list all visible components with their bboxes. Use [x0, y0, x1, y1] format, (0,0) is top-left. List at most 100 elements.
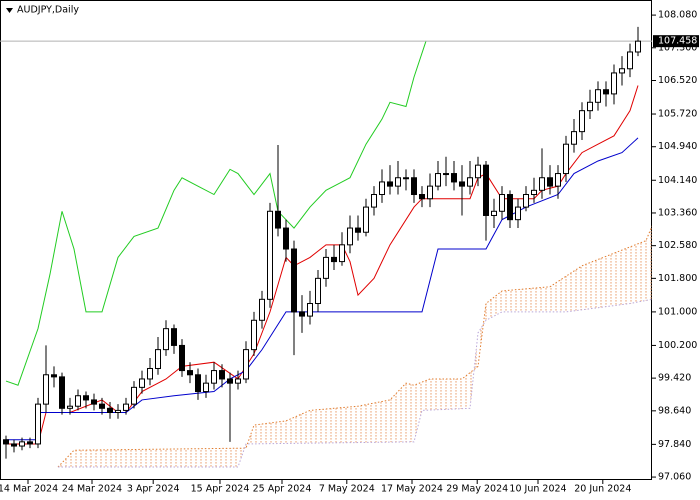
candle-body: [459, 181, 465, 187]
candle-body: [123, 403, 129, 411]
chart-title: AUDJPY,Daily: [17, 5, 79, 16]
candle-body: [75, 395, 81, 407]
candle-body: [339, 244, 345, 263]
y-tick-label: 99.420: [658, 373, 691, 384]
candle-body: [283, 227, 289, 250]
candle-body: [443, 173, 449, 176]
x-tick-label: 7 May 2024: [319, 484, 375, 495]
candle-body: [299, 311, 305, 317]
y-tick-label: 104.140: [658, 175, 697, 186]
y-tick-label: 98.640: [658, 405, 691, 416]
candle-body: [595, 89, 601, 103]
indicator-line: [57, 225, 652, 468]
candle-body: [43, 374, 49, 405]
x-tick-label: 14 Mar 2024: [0, 484, 58, 495]
plot: [0, 26, 652, 468]
x-tick-label: 15 Apr 2024: [191, 484, 250, 495]
candle-body: [307, 303, 313, 317]
candle-body: [259, 298, 265, 321]
candle-body: [571, 131, 577, 145]
y-tick-label: 97.840: [658, 439, 691, 450]
candle-body: [435, 173, 441, 187]
candle-body: [171, 328, 177, 346]
candle-body: [139, 378, 145, 388]
candle-body: [395, 177, 401, 187]
candle-body: [579, 110, 585, 133]
candle-body: [3, 439, 9, 445]
indicator-line: [58, 298, 652, 468]
candle-body: [91, 399, 97, 405]
candle-body: [467, 177, 473, 187]
candle-body: [427, 185, 433, 200]
candle-body: [371, 194, 377, 208]
candle-body: [499, 194, 505, 212]
candle-body: [211, 370, 217, 384]
y-tick-label: 101.000: [658, 306, 697, 317]
candle-body: [155, 349, 161, 369]
candle-body: [107, 407, 113, 414]
candle-body: [475, 164, 481, 179]
indicator-line: [5, 40, 427, 386]
candle-body: [531, 189, 537, 196]
candle-body: [83, 395, 89, 401]
y-tick-label: 100.200: [658, 340, 697, 351]
candle-body: [11, 443, 17, 447]
candle-body: [235, 378, 241, 384]
candle-body: [203, 382, 209, 393]
candle-body: [131, 386, 137, 405]
candle-body: [451, 173, 457, 183]
indicator-line: [6, 137, 639, 441]
last-price-box: [653, 35, 699, 48]
last-price-label: 107.458: [658, 36, 697, 47]
y-tick-label: 102.580: [658, 240, 697, 251]
candle-body: [403, 177, 409, 180]
y-tick-label: 103.360: [658, 207, 697, 218]
candle-body: [611, 72, 617, 95]
candle-body: [411, 177, 417, 196]
candle-body: [291, 248, 297, 313]
candle-body: [627, 51, 633, 70]
candle-body: [491, 210, 497, 216]
candle-body: [603, 89, 609, 95]
plot-frame: [0, 0, 652, 480]
x-tick-label: 25 Apr 2024: [253, 484, 312, 495]
candle-body: [387, 181, 393, 187]
ichimoku-cloud: [58, 225, 652, 468]
candle-body: [507, 194, 513, 221]
candle-body: [275, 210, 281, 229]
candle-body: [195, 374, 201, 393]
candle-body: [163, 328, 169, 351]
y-tick-label: 97.060: [658, 472, 691, 483]
candle-body: [67, 405, 73, 409]
x-tick-label: 24 Mar 2024: [62, 484, 122, 495]
candle-body: [563, 143, 569, 175]
candle-body: [331, 256, 337, 263]
menu-arrow[interactable]: [6, 8, 13, 13]
candle-body: [619, 68, 625, 74]
y-tick-label: 108.080: [658, 10, 697, 21]
candle-body: [59, 376, 65, 409]
candle-body: [187, 370, 193, 376]
x-tick-label: 10 Jun 2024: [509, 484, 566, 495]
x-tick-label: 20 Jun 2024: [574, 484, 631, 495]
candle-body: [99, 403, 105, 409]
candle-body: [19, 441, 25, 447]
x-tick-label: 17 May 2024: [381, 484, 443, 495]
candle-body: [587, 101, 593, 112]
candle-body: [363, 206, 369, 233]
candle-body: [483, 164, 489, 216]
candle-body: [35, 403, 41, 445]
y-tick-label: 106.520: [658, 75, 697, 86]
candle-body: [251, 319, 257, 351]
x-tick-label: 3 Apr 2024: [127, 484, 180, 495]
candle-body: [539, 177, 545, 191]
candle-body: [379, 181, 385, 196]
candle-body: [243, 349, 249, 380]
candle-body: [635, 40, 641, 53]
candle-body: [219, 370, 225, 380]
candle-body: [315, 277, 321, 305]
candle-body: [515, 206, 521, 221]
candle-body: [51, 374, 57, 378]
